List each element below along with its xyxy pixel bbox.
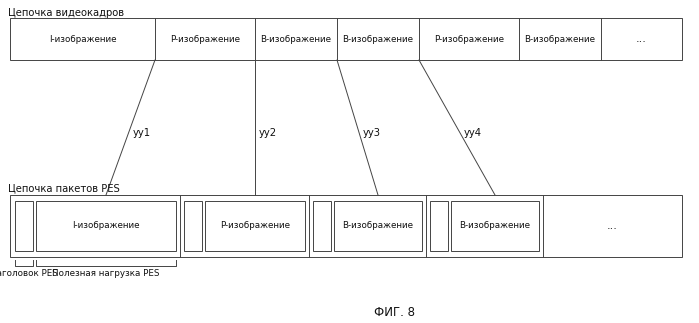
Text: В-изображение: В-изображение [343, 35, 414, 44]
Bar [205, 201, 305, 251]
Text: yy1: yy1 [133, 128, 151, 138]
Bar [10, 18, 682, 60]
Text: ...: ... [636, 34, 647, 44]
Text: В-изображение: В-изображение [524, 35, 596, 44]
Bar [334, 201, 422, 251]
Text: yy3: yy3 [363, 128, 381, 138]
Text: P-изображение: P-изображение [220, 222, 290, 231]
Text: Цепочка пакетов PES: Цепочка пакетов PES [8, 183, 120, 193]
Bar [36, 201, 176, 251]
Bar [10, 195, 682, 257]
Text: yy2: yy2 [259, 128, 277, 138]
Text: Цепочка видеокадров: Цепочка видеокадров [8, 8, 124, 18]
Text: I-изображение: I-изображение [49, 35, 116, 44]
Text: В-изображение: В-изображение [459, 222, 531, 231]
Text: P-изображение: P-изображение [434, 35, 504, 44]
Bar [451, 201, 539, 251]
Text: В-изображение: В-изображение [261, 35, 331, 44]
Text: Полезная нагрузка PES: Полезная нагрузка PES [52, 268, 160, 277]
Text: ФИГ. 8: ФИГ. 8 [375, 306, 415, 318]
Text: ...: ... [607, 221, 618, 231]
Bar [184, 201, 202, 251]
Text: yy4: yy4 [464, 128, 482, 138]
Text: I-изображение: I-изображение [72, 222, 140, 231]
Bar [15, 201, 33, 251]
Bar [313, 201, 331, 251]
Bar [430, 201, 448, 251]
Text: P-изображение: P-изображение [170, 35, 240, 44]
Text: В-изображение: В-изображение [343, 222, 414, 231]
Text: Заголовок PES: Заголовок PES [0, 268, 57, 277]
